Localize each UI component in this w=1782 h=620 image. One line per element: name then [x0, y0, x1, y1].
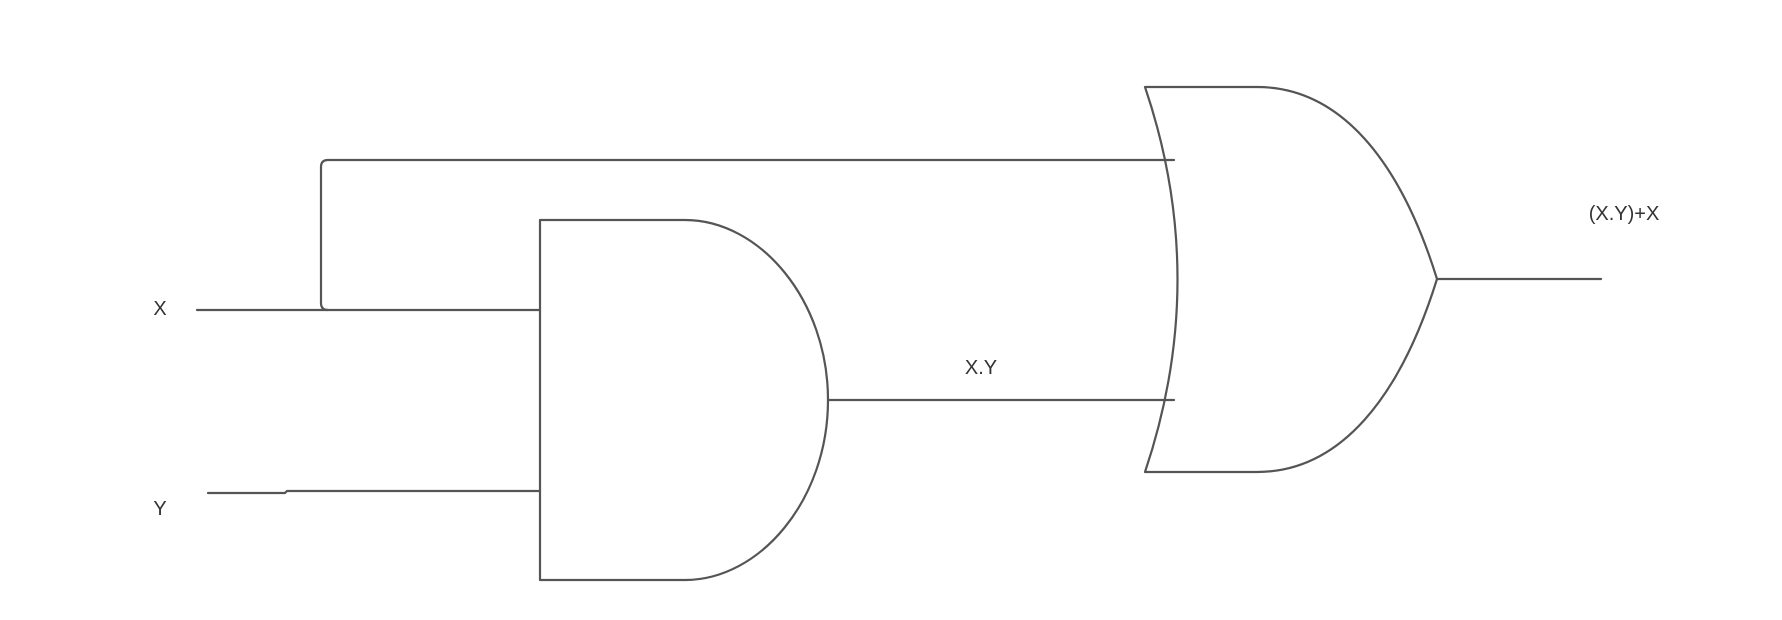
input-y-label: Y [153, 498, 166, 520]
or-output-label: (X.Y)+X [1589, 203, 1660, 225]
wire-x-branch-to-or [319, 158, 1176, 312]
and-gate [538, 218, 830, 582]
input-x-label: X [153, 298, 166, 320]
wire-y-input [206, 489, 542, 495]
or-gate [1143, 85, 1439, 474]
and-output-label: X.Y [965, 357, 997, 379]
